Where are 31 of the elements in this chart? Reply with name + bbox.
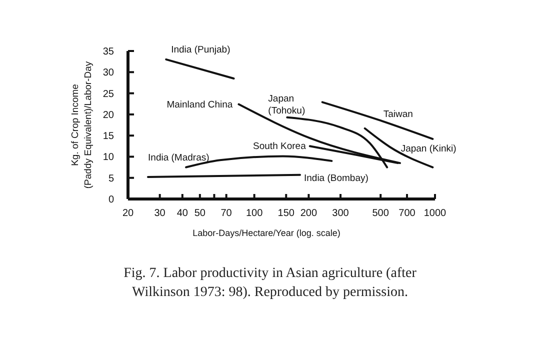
y-tick-label: 10 [102,152,114,164]
series-label: Japan (Kinki) [400,143,456,154]
x-tick-label: 100 [246,208,264,219]
y-tick-label: 30 [102,68,114,79]
x-tick-label: 700 [398,208,416,219]
y-tick-label: 25 [102,88,114,100]
x-tick-label: 200 [300,208,318,219]
series-label: South Korea [253,141,307,152]
x-tick-label: 300 [332,208,350,219]
series-label: India (Bombay) [304,172,368,184]
x-tick-label: 30 [154,208,166,219]
x-tick-label: 50 [194,208,206,219]
x-tick-label: 1000 [424,208,447,219]
y-tick-label: 0 [108,194,114,206]
series-label: Japan (Tohoku) [268,93,306,116]
x-tick-label: 70 [220,208,232,219]
x-tick-label: 20 [122,208,134,219]
x-tick-label: 150 [278,208,295,219]
series-label: India (Punjab) [171,44,230,56]
x-tick-label: 500 [372,208,390,219]
y-tick-label: 35 [102,46,114,58]
y-axis-title: Kg. of Crop Income (Paddy Equivalent)/Labor-Day [70,61,94,189]
y-tick-label: 15 [102,131,114,142]
series-label: Taiwan [383,109,413,120]
y-tick-label: 5 [108,173,114,184]
series-label: Mainland China [166,99,234,110]
x-axis-title: Labor-Days/Hectare/Year (log. scale) [192,228,340,238]
series-label: India (Madras) [148,152,210,164]
x-tick-label: 40 [176,208,188,219]
y-tick-label: 20 [102,110,114,121]
caption: Fig. 7. Labor productivity in Asian agriculture (after Wilkinson 1973: 98). Reproduced by permission. [124,266,417,300]
